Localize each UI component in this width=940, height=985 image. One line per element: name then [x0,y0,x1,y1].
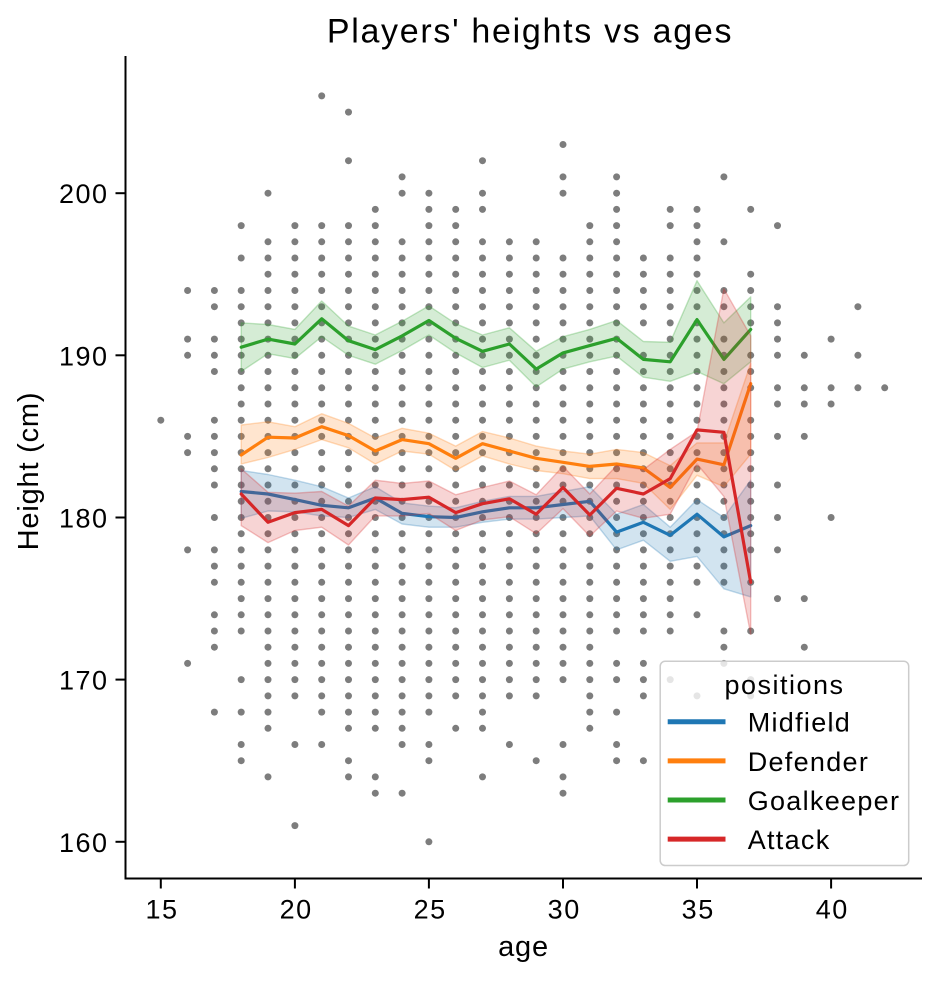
svg-text:180: 180 [59,504,109,534]
svg-text:20: 20 [280,895,313,925]
svg-text:35: 35 [682,895,715,925]
svg-text:Goalkeeper: Goalkeeper [748,786,901,816]
svg-text:positions: positions [724,670,844,700]
svg-text:190: 190 [59,341,109,371]
svg-text:15: 15 [145,895,178,925]
svg-text:25: 25 [414,895,447,925]
svg-text:40: 40 [816,895,849,925]
svg-text:200: 200 [59,179,109,209]
svg-text:age: age [498,931,549,963]
svg-text:Midfield: Midfield [748,708,851,738]
svg-text:160: 160 [59,828,109,858]
svg-text:Attack: Attack [748,825,831,855]
svg-text:Defender: Defender [748,747,869,777]
svg-text:Players' heights vs ages: Players' heights vs ages [327,13,733,51]
svg-text:30: 30 [548,895,581,925]
svg-text:170: 170 [59,666,109,696]
svg-text:Height (cm): Height (cm) [13,392,45,551]
